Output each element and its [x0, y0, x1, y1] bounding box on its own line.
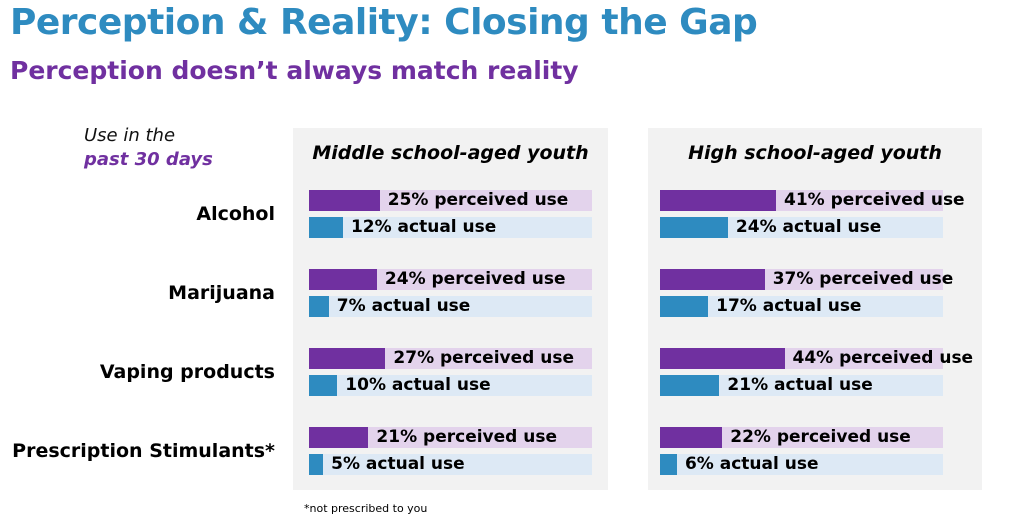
- perceived-bar: [660, 190, 777, 211]
- actual-label: 10% actual use: [345, 375, 491, 395]
- perceived-label: 24% perceived use: [384, 269, 566, 289]
- panel-high-school: High school-aged youth 41% perceived use…: [648, 128, 982, 490]
- actual-label: 12% actual use: [350, 217, 497, 237]
- actual-bar: [660, 217, 728, 238]
- perceived-bar-track: 41% perceived use: [660, 190, 965, 211]
- perceived-label: 41% perceived use: [784, 190, 965, 210]
- perceived-bar: [309, 427, 369, 448]
- use-period-line1: Use in the: [84, 125, 176, 146]
- perceived-bar-track: 37% perceived use: [660, 269, 953, 290]
- perceived-bar: [660, 348, 785, 369]
- category-label: Alcohol: [196, 203, 275, 225]
- actual-bar: [309, 454, 324, 475]
- actual-label: 24% actual use: [735, 217, 882, 237]
- perceived-bar: [309, 269, 377, 290]
- perceived-bar-track: 24% perceived use: [309, 269, 592, 290]
- actual-bar: [660, 454, 677, 475]
- perceived-label: 37% perceived use: [772, 269, 954, 289]
- actual-bar-track: 17% actual use: [660, 296, 943, 317]
- perceived-bar-track: 22% perceived use: [660, 427, 943, 448]
- perceived-label: 25% perceived use: [387, 190, 569, 210]
- actual-bar-track: 5% actual use: [309, 454, 592, 475]
- actual-bar: [309, 375, 338, 396]
- actual-bar: [309, 217, 343, 238]
- actual-bar-track: 7% actual use: [309, 296, 592, 317]
- perceived-bar: [660, 427, 723, 448]
- panel-title: High school-aged youth: [688, 142, 942, 164]
- actual-bar: [309, 296, 329, 317]
- actual-label: 6% actual use: [684, 454, 819, 474]
- category-label: Marijuana: [168, 282, 275, 304]
- perceived-bar: [309, 190, 380, 211]
- footnote: *not prescribed to you: [304, 502, 428, 515]
- perceived-bar: [309, 348, 386, 369]
- perceived-label: 44% perceived use: [792, 348, 974, 368]
- perceived-label: 22% perceived use: [730, 427, 911, 447]
- page-subtitle: Perception doesn’t always match reality: [10, 56, 579, 85]
- actual-bar: [660, 296, 709, 317]
- perceived-label: 27% perceived use: [393, 348, 574, 368]
- perceived-bar: [660, 269, 765, 290]
- perceived-bar-track: 27% perceived use: [309, 348, 592, 369]
- use-period-line2: past 30 days: [84, 149, 213, 170]
- page-title: Perception & Reality: Closing the Gap: [10, 2, 758, 43]
- actual-bar: [660, 375, 720, 396]
- actual-bar-track: 12% actual use: [309, 217, 592, 238]
- use-period-label: Use in the past 30 days: [84, 124, 213, 172]
- perceived-bar-track: 44% perceived use: [660, 348, 973, 369]
- actual-bar-track: 6% actual use: [660, 454, 943, 475]
- panel-middle-school: Middle school-aged youth 25% perceived u…: [293, 128, 608, 490]
- actual-bar-track: 24% actual use: [660, 217, 943, 238]
- perceived-bar-track: 25% perceived use: [309, 190, 592, 211]
- actual-label: 17% actual use: [716, 296, 862, 316]
- category-label: Prescription Stimulants*: [12, 440, 275, 462]
- actual-label: 5% actual use: [331, 454, 465, 474]
- category-label: Vaping products: [99, 361, 275, 383]
- perceived-label: 21% perceived use: [376, 427, 557, 447]
- actual-bar-track: 10% actual use: [309, 375, 592, 396]
- panel-title: Middle school-aged youth: [312, 142, 589, 164]
- perceived-bar-track: 21% perceived use: [309, 427, 592, 448]
- actual-label: 7% actual use: [336, 296, 471, 316]
- actual-bar-track: 21% actual use: [660, 375, 943, 396]
- actual-label: 21% actual use: [727, 375, 873, 395]
